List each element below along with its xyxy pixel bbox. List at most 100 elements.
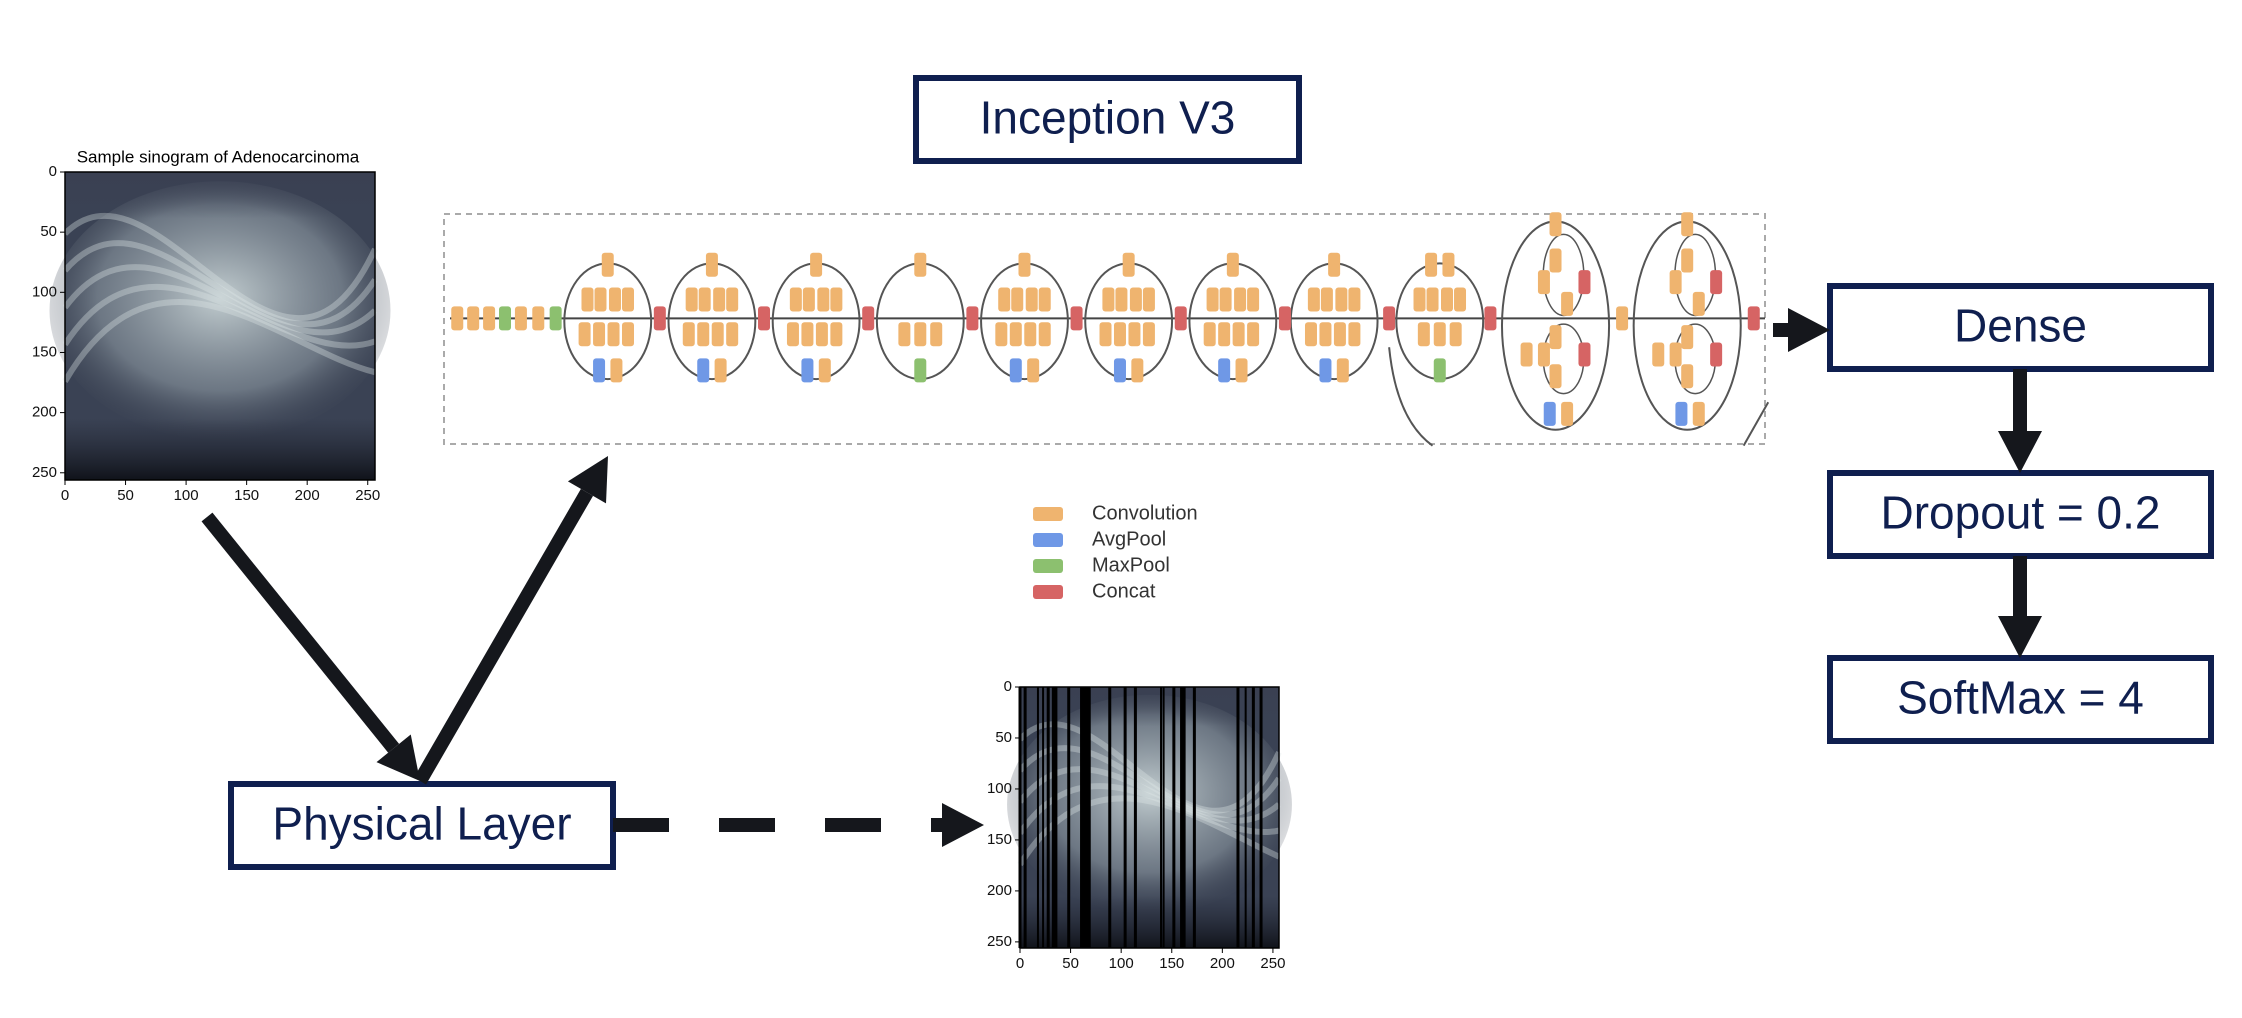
- net-block: [514, 306, 527, 331]
- net-block: [1425, 252, 1438, 277]
- sinogram-frame: [64, 171, 376, 481]
- net-block: [581, 287, 594, 312]
- net-block: [789, 287, 802, 312]
- net-block: [1454, 287, 1467, 312]
- net-block: [726, 322, 739, 347]
- arrow-head: [942, 803, 984, 847]
- net-block: [1235, 358, 1248, 383]
- net-block: [1449, 322, 1462, 347]
- net-module: [1188, 262, 1278, 381]
- x-tick-label: 50: [1062, 955, 1079, 972]
- arrow-head: [1998, 431, 2042, 473]
- net-block: [1129, 287, 1142, 312]
- y-tick-label: 100: [987, 780, 1012, 797]
- net-curve: [1742, 401, 1770, 447]
- net-block: [1328, 252, 1341, 277]
- net-block: [1681, 364, 1694, 389]
- net-block: [914, 358, 927, 383]
- node-box: [913, 75, 1302, 164]
- net-block: [801, 322, 814, 347]
- net-block: [1669, 342, 1682, 367]
- net-block: [1099, 322, 1112, 347]
- net-block: [1417, 322, 1430, 347]
- x-tick-label: 250: [355, 487, 380, 504]
- net-block: [1335, 287, 1348, 312]
- y-tick-label: 50: [40, 223, 57, 240]
- net-block: [1226, 252, 1239, 277]
- net-block: [1011, 287, 1024, 312]
- net-block: [914, 322, 927, 347]
- node-box: [1827, 655, 2214, 744]
- legend-swatch: [1033, 507, 1063, 521]
- net-block: [1247, 322, 1260, 347]
- net-block: [705, 252, 718, 277]
- net-block: [697, 322, 710, 347]
- net-block: [594, 287, 607, 312]
- node-box: [1827, 283, 2214, 372]
- net-block: [714, 358, 727, 383]
- net-block: [801, 358, 814, 383]
- net-block: [1616, 306, 1629, 331]
- net-block: [1142, 322, 1155, 347]
- net-block: [1025, 287, 1038, 312]
- net-block: [1537, 342, 1550, 367]
- net-block: [593, 322, 606, 347]
- net-block: [802, 287, 815, 312]
- net-block: [1441, 287, 1453, 312]
- net-block: [1307, 287, 1320, 312]
- net-block: [898, 322, 911, 347]
- net-block: [1319, 358, 1332, 383]
- arrow-head: [1788, 308, 1830, 352]
- sinogram-title: Sample sinogram of Adenocarcinoma: [77, 147, 360, 166]
- net-block: [1710, 342, 1723, 367]
- arrow-head: [1998, 616, 2042, 658]
- net-block: [610, 358, 623, 383]
- net-block: [1115, 287, 1128, 312]
- net-block: [685, 287, 698, 312]
- net-block: [499, 306, 512, 331]
- arrow-head: [567, 456, 608, 504]
- x-tick-label: 0: [61, 487, 69, 504]
- net-block: [1206, 287, 1219, 312]
- net-curve: [1388, 347, 1434, 447]
- net-block: [682, 322, 695, 347]
- x-tick-label: 200: [1210, 955, 1235, 972]
- legend-swatch: [1033, 585, 1063, 599]
- net-block: [1675, 401, 1688, 426]
- net-block: [1681, 325, 1694, 350]
- net-block: [1681, 248, 1694, 273]
- net-module: [563, 262, 653, 381]
- net-block: [1320, 287, 1333, 312]
- net-module: [1084, 262, 1174, 381]
- net-module: [980, 262, 1069, 381]
- legend-label: Concat: [1092, 580, 1156, 602]
- net-block: [653, 306, 666, 331]
- net-block: [1070, 306, 1083, 331]
- net-block: [1218, 322, 1231, 347]
- net-block: [1537, 270, 1550, 295]
- net-module: [771, 262, 861, 381]
- net-block: [966, 306, 979, 331]
- net-block: [1578, 342, 1591, 367]
- net-block: [1561, 291, 1574, 316]
- net-block: [1218, 358, 1231, 383]
- x-tick-label: 250: [1260, 955, 1285, 972]
- net-block: [1520, 342, 1533, 367]
- net-block: [810, 252, 823, 277]
- net-block: [1561, 401, 1574, 426]
- net-block: [593, 358, 606, 383]
- net-block: [1442, 252, 1455, 277]
- node-box: [1827, 470, 2214, 559]
- net-block: [1333, 322, 1346, 347]
- sinogram-frame: [1019, 686, 1280, 949]
- net-block: [1549, 364, 1562, 389]
- net-block: [1131, 358, 1144, 383]
- node-label: Dense: [1954, 300, 2087, 352]
- net-block: [1336, 358, 1349, 383]
- net-block: [1549, 212, 1562, 237]
- net-block: [1549, 248, 1562, 273]
- net-block: [815, 322, 828, 347]
- net-block: [1348, 287, 1361, 312]
- y-tick-label: 0: [1004, 678, 1012, 695]
